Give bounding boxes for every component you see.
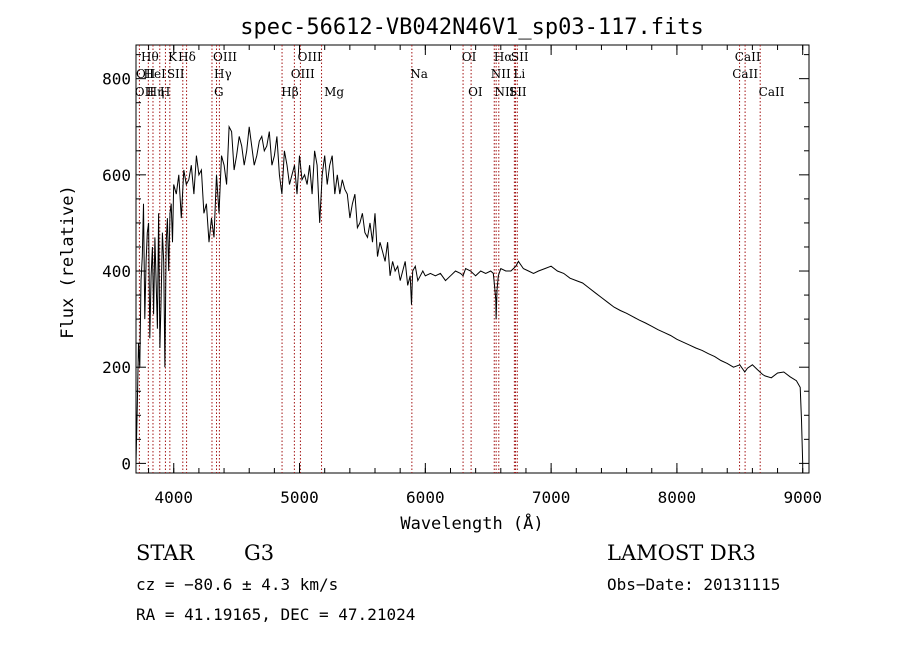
line-label-mg: Mg bbox=[324, 85, 344, 99]
line-label-caii: CaII bbox=[735, 50, 761, 64]
line-label-li: Li bbox=[513, 67, 525, 81]
line-label-g: G bbox=[214, 85, 224, 99]
x-axis-label: Wavelength (Å) bbox=[400, 512, 543, 534]
redshift-info: cz = −80.6 ± 4.3 km/s bbox=[136, 575, 338, 594]
survey-name: LAMOST DR3 bbox=[607, 541, 756, 565]
line-label-caii: CaII bbox=[732, 67, 758, 81]
chart-title: spec-56612-VB042N46V1_sp03-117.fits bbox=[240, 15, 704, 40]
x-axis-ticks: 4000 5000 6000 7000 8000 9000 bbox=[148, 45, 822, 507]
line-label-oi: OI bbox=[462, 50, 477, 64]
line-label-hγ: Hγ bbox=[214, 67, 232, 81]
line-label-sii: SII bbox=[509, 85, 527, 99]
line-label-hα: Hα bbox=[494, 50, 513, 64]
line-label-sii: SII bbox=[167, 67, 185, 81]
line-label-nii: NII bbox=[495, 85, 515, 99]
line-label-hei: HeI bbox=[144, 67, 167, 81]
line-label-nii: NII bbox=[491, 67, 511, 81]
line-label-oiii: OIII bbox=[298, 50, 322, 64]
line-label-na: Na bbox=[410, 67, 428, 81]
y-axis-ticks: 0 200 400 600 800 bbox=[102, 54, 809, 473]
plot-frame bbox=[135, 44, 810, 474]
x-tick-label: 6000 bbox=[406, 488, 445, 507]
x-tick-label: 8000 bbox=[658, 488, 697, 507]
line-label-hη: Hη bbox=[147, 85, 165, 99]
spectrum-line bbox=[135, 124, 804, 464]
y-axis-label: Flux (relative) bbox=[58, 185, 78, 339]
x-tick-label: 5000 bbox=[280, 488, 319, 507]
observation-date: Obs−Date: 20131115 bbox=[607, 575, 780, 594]
line-label-oi: OI bbox=[468, 85, 483, 99]
line-label-hδ: Hδ bbox=[178, 50, 196, 64]
y-tick-label: 0 bbox=[121, 454, 131, 473]
line-label-k: K bbox=[168, 50, 178, 64]
line-label-oii: OII bbox=[135, 85, 155, 99]
y-tick-label: 800 bbox=[102, 70, 131, 89]
line-label-oiii: OIII bbox=[291, 67, 315, 81]
line-label-h: H bbox=[160, 85, 170, 99]
object-subclass: G3 bbox=[244, 541, 274, 565]
line-label-caii: CaII bbox=[759, 85, 785, 99]
line-label-oiii: OIII bbox=[213, 50, 237, 64]
object-class: STAR bbox=[136, 541, 195, 565]
y-tick-label: 400 bbox=[102, 262, 131, 281]
spectral-line-markers bbox=[138, 45, 761, 473]
coordinates: RA = 41.19165, DEC = 47.21024 bbox=[136, 605, 415, 624]
line-label-sii: SII bbox=[511, 50, 529, 64]
x-tick-label: 4000 bbox=[154, 488, 193, 507]
line-label-oii: OII bbox=[136, 67, 156, 81]
x-tick-label: 9000 bbox=[783, 488, 822, 507]
y-tick-label: 200 bbox=[102, 358, 131, 377]
line-label-hθ: Hθ bbox=[141, 50, 159, 64]
y-tick-label: 600 bbox=[102, 166, 131, 185]
x-tick-label: 7000 bbox=[532, 488, 571, 507]
line-label-hβ: Hβ bbox=[281, 85, 298, 99]
